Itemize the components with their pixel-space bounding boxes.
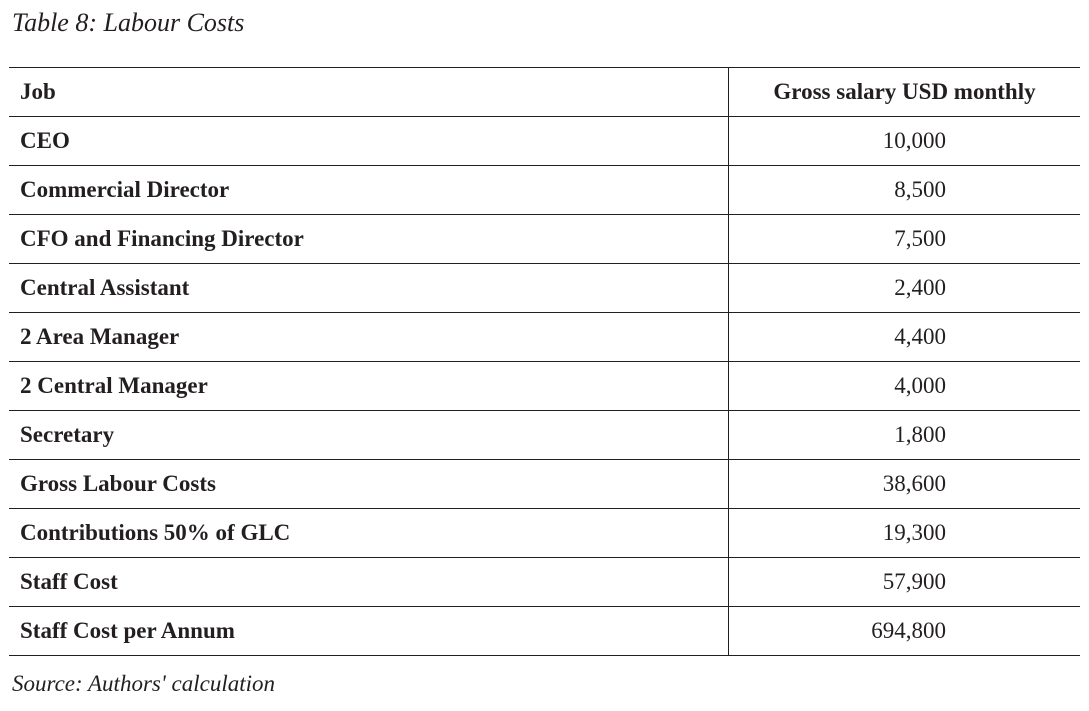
table-row: 2 Area Manager 4,400 <box>9 312 1080 362</box>
job-cell: Staff Cost per Annum <box>9 606 729 656</box>
table-header-row: Job Gross salary USD monthly <box>9 67 1080 117</box>
job-cell: CEO <box>9 116 729 166</box>
header-salary: Gross salary USD monthly <box>728 67 1080 117</box>
job-cell: Commercial Director <box>9 165 729 215</box>
labour-costs-table: Job Gross salary USD monthly CEO 10,000 Co… <box>9 67 1080 656</box>
table-row: Commercial Director 8,500 <box>9 165 1080 215</box>
salary-cell: 694,800 <box>728 606 1080 656</box>
salary-cell: 4,000 <box>728 361 1080 411</box>
job-cell: Staff Cost <box>9 557 729 607</box>
job-cell: Central Assistant <box>9 263 729 313</box>
job-cell: CFO and Financing Director <box>9 214 729 264</box>
table-row: Staff Cost per Annum 694,800 <box>9 606 1080 656</box>
job-cell: Gross Labour Costs <box>9 459 729 509</box>
table-row: Secretary 1,800 <box>9 410 1080 460</box>
table-row: CFO and Financing Director 7,500 <box>9 214 1080 264</box>
table-row: 2 Central Manager 4,000 <box>9 361 1080 411</box>
salary-cell: 7,500 <box>728 214 1080 264</box>
salary-cell: 38,600 <box>728 459 1080 509</box>
salary-cell: 4,400 <box>728 312 1080 362</box>
job-cell: Secretary <box>9 410 729 460</box>
table-row: Gross Labour Costs 38,600 <box>9 459 1080 509</box>
header-job: Job <box>9 67 729 117</box>
salary-cell: 1,800 <box>728 410 1080 460</box>
table-title: Table 8: Labour Costs <box>12 8 245 37</box>
source-note: Source: Authors' calculation <box>12 671 275 696</box>
table-row: Staff Cost 57,900 <box>9 557 1080 607</box>
table-row: Central Assistant 2,400 <box>9 263 1080 313</box>
salary-cell: 57,900 <box>728 557 1080 607</box>
salary-cell: 2,400 <box>728 263 1080 313</box>
table-row: CEO 10,000 <box>9 116 1080 166</box>
table-row: Contributions 50% of GLC 19,300 <box>9 508 1080 558</box>
salary-cell: 10,000 <box>728 116 1080 166</box>
job-cell: Contributions 50% of GLC <box>9 508 729 558</box>
salary-cell: 8,500 <box>728 165 1080 215</box>
salary-cell: 19,300 <box>728 508 1080 558</box>
job-cell: 2 Central Manager <box>9 361 729 411</box>
job-cell: 2 Area Manager <box>9 312 729 362</box>
